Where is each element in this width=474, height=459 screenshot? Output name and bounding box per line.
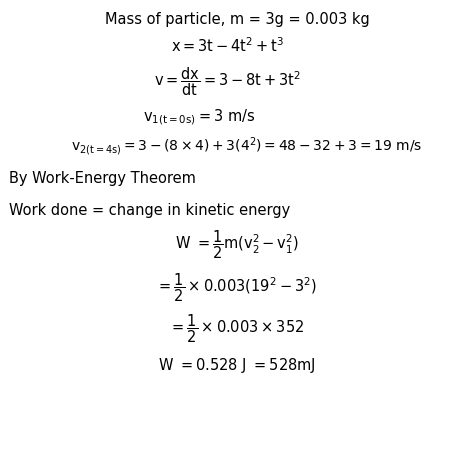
Text: $\mathrm{x = 3t - 4t^2 + t^3}$: $\mathrm{x = 3t - 4t^2 + t^3}$ bbox=[171, 37, 284, 55]
Text: $\mathrm{=\dfrac{1}{2}\times 0.003 \times 352}$: $\mathrm{=\dfrac{1}{2}\times 0.003 \time… bbox=[169, 312, 305, 344]
Text: Work done = change in kinetic energy: Work done = change in kinetic energy bbox=[9, 202, 291, 217]
Text: $\mathrm{=\dfrac{1}{2}\times 0.003(19^2 - 3^2)}$: $\mathrm{=\dfrac{1}{2}\times 0.003(19^2 … bbox=[156, 271, 318, 303]
Text: Mass of particle, m = 3g = 0.003 kg: Mass of particle, m = 3g = 0.003 kg bbox=[105, 12, 369, 27]
Text: By Work-Energy Theorem: By Work-Energy Theorem bbox=[9, 170, 196, 185]
Text: $\mathrm{W\ = 0.528\ J\ = 528mJ}$: $\mathrm{W\ = 0.528\ J\ = 528mJ}$ bbox=[158, 355, 316, 375]
Text: $\mathrm{v = \dfrac{dx}{dt} = 3 - 8t + 3t^2}$: $\mathrm{v = \dfrac{dx}{dt} = 3 - 8t + 3… bbox=[154, 66, 301, 98]
Text: $\mathrm{v_{2(t=4s)} = 3-(8\times4)+3(4^2)=48-32+3=19\ m/s}$: $\mathrm{v_{2(t=4s)} = 3-(8\times4)+3(4^… bbox=[71, 135, 422, 158]
Text: $\mathrm{v_{1(t=0s)} = 3\ m/s}$: $\mathrm{v_{1(t=0s)} = 3\ m/s}$ bbox=[143, 107, 255, 127]
Text: $\mathrm{W\ =\dfrac{1}{2}m(v_2^2 - v_1^2)}$: $\mathrm{W\ =\dfrac{1}{2}m(v_2^2 - v_1^2… bbox=[175, 228, 299, 260]
